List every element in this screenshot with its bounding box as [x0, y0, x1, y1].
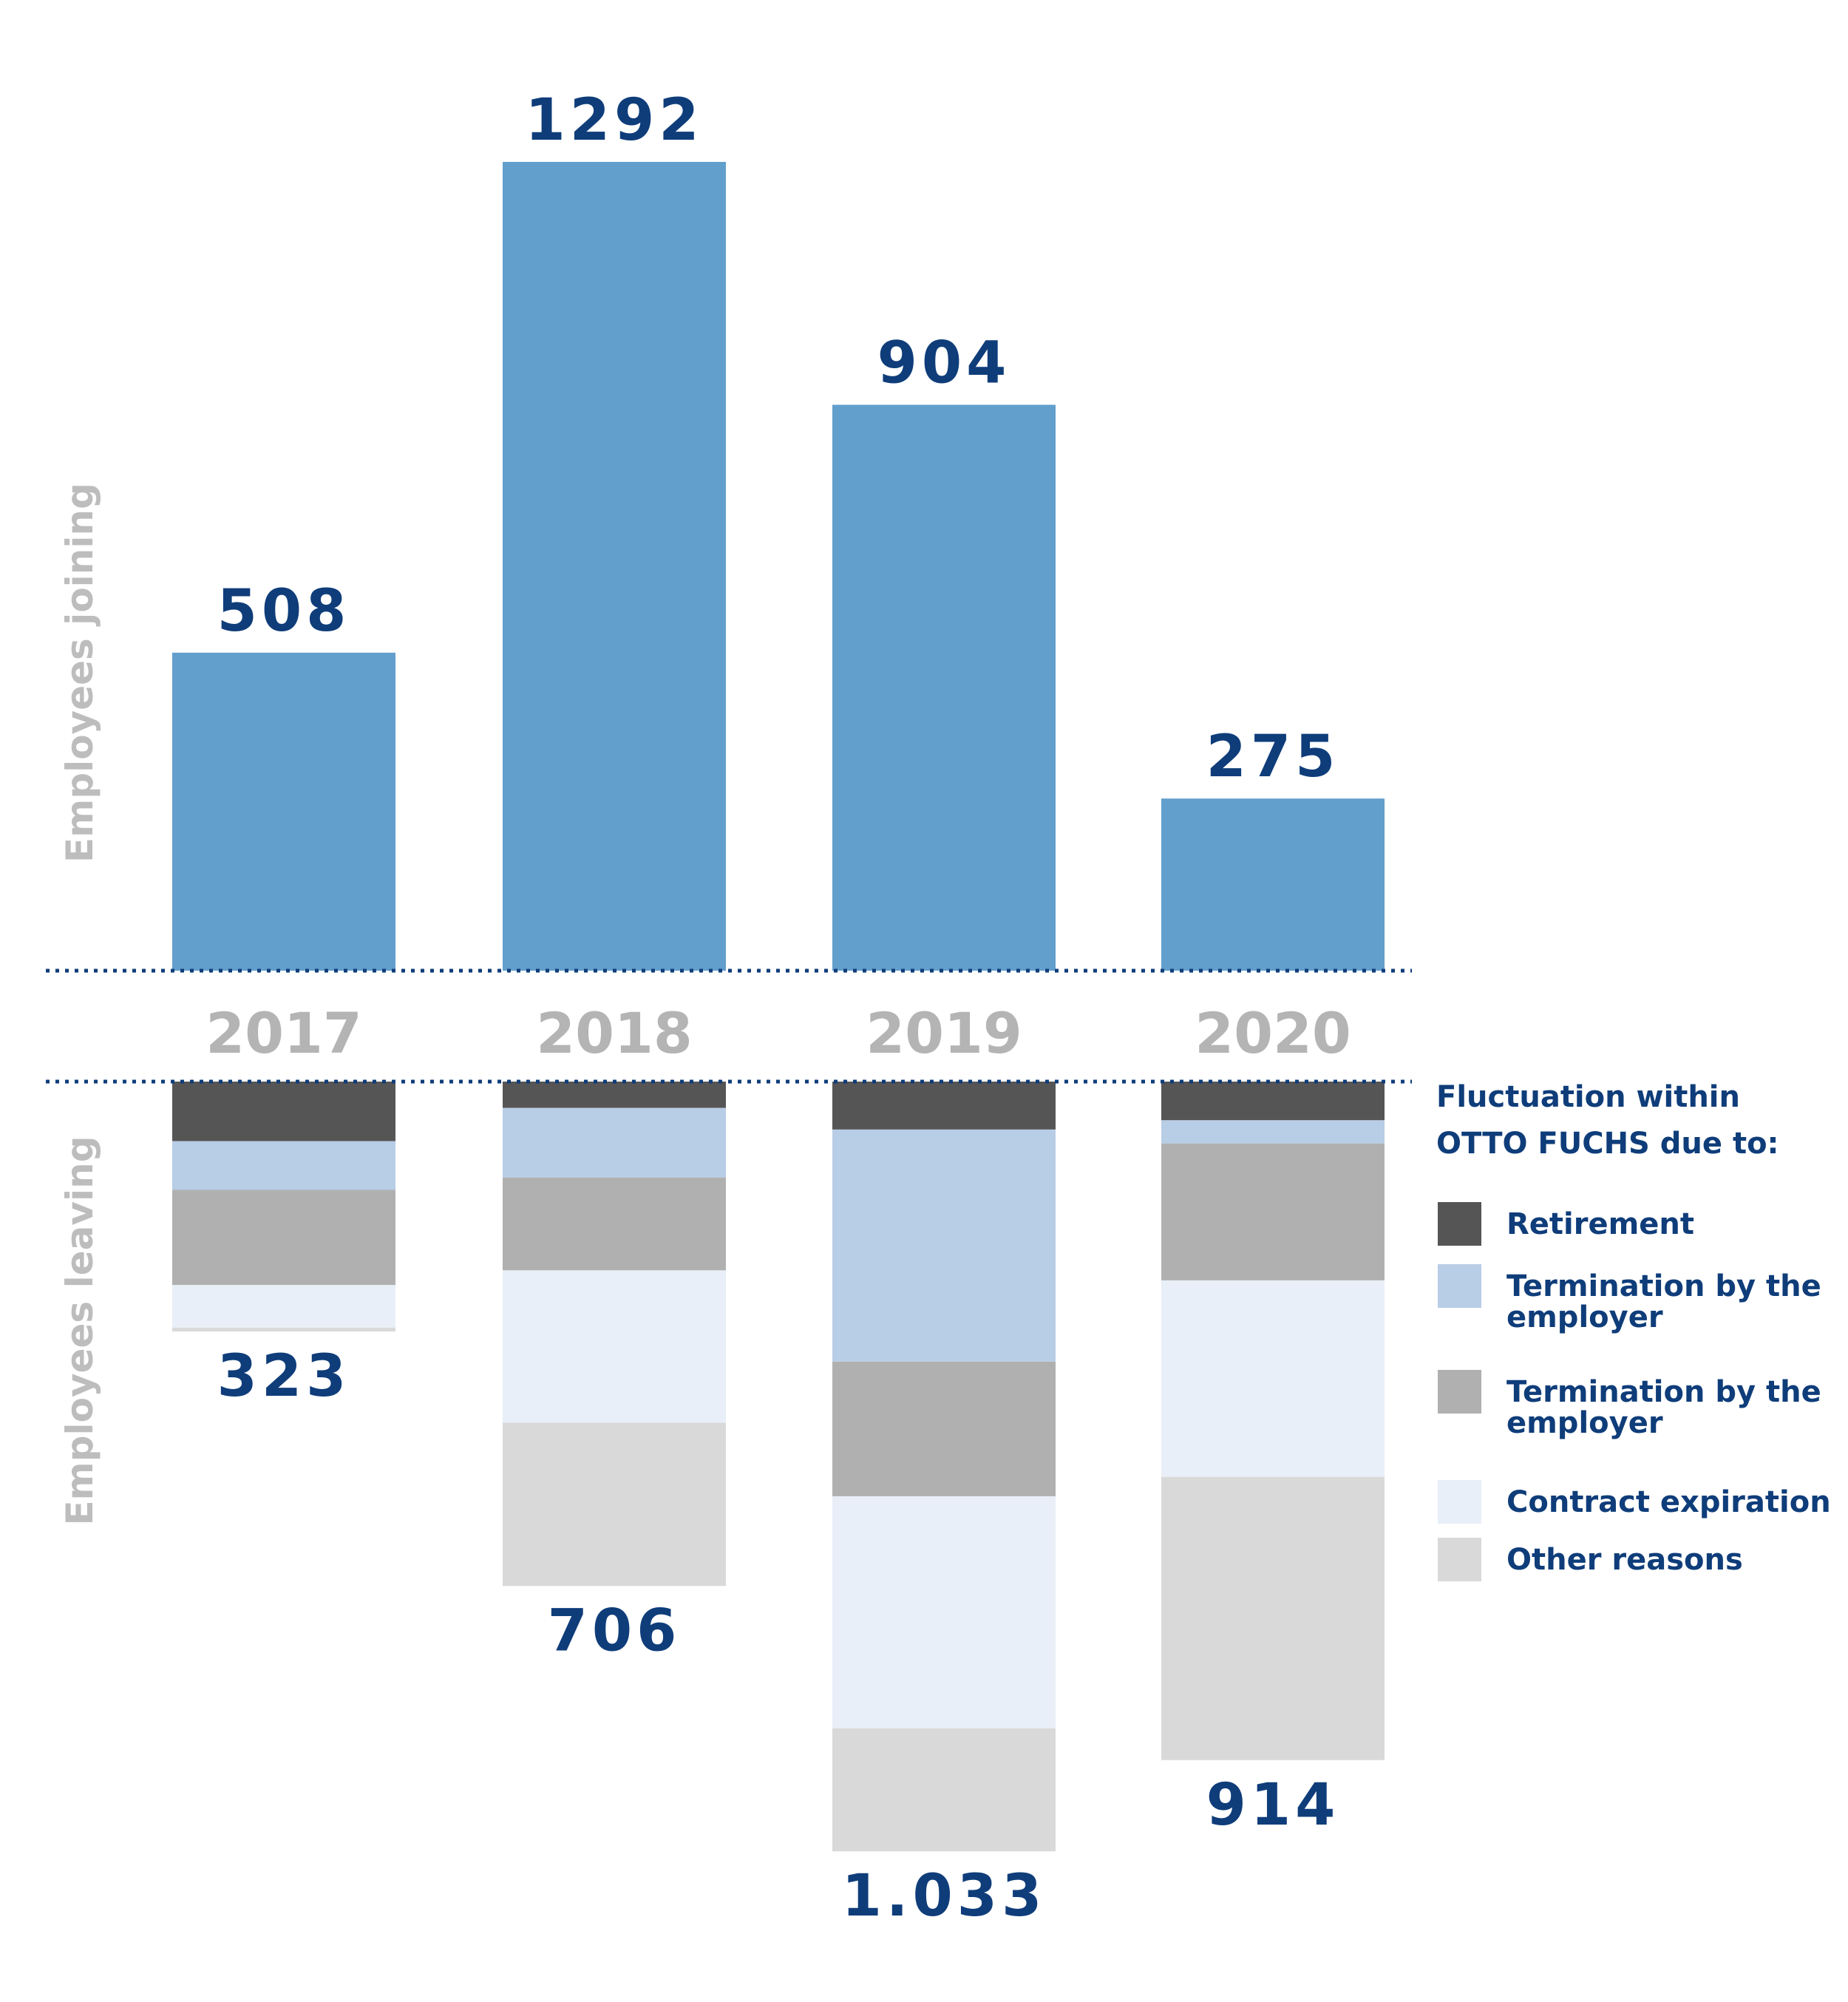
legend: Fluctuation within OTTO FUCHS due to: Re… — [1436, 1080, 1831, 1581]
leaving-total-2018: 706 — [548, 1598, 682, 1664]
leaving-segment-2018-3 — [503, 1270, 726, 1423]
joining-bar-2018 — [503, 162, 726, 971]
joining-value-2019: 904 — [877, 330, 1011, 397]
leaving-segment-2020-2 — [1161, 1143, 1385, 1280]
joining-value-2018: 1292 — [525, 87, 703, 154]
year-label-2019: 2019 — [866, 1000, 1022, 1066]
legend-swatch-0 — [1438, 1202, 1481, 1246]
legend-label-retirement-0: Retirement — [1506, 1207, 1694, 1241]
joining-axis-label: Employees joining — [58, 483, 101, 863]
leaving-segment-2017-4 — [172, 1327, 395, 1332]
leaving-total-2020: 914 — [1206, 1772, 1340, 1839]
legend-label-termination-by-the-employer-1: Termination by the employer — [1506, 1269, 1821, 1334]
leaving-segment-2017-1 — [172, 1141, 395, 1190]
legend-swatch-4 — [1438, 1538, 1481, 1581]
leaving-segment-2019-3 — [832, 1496, 1056, 1728]
leaving-total-2017: 323 — [217, 1343, 351, 1410]
legend-label-other-reasons-4: Other reasons — [1506, 1543, 1743, 1577]
leaving-segment-2020-0 — [1161, 1082, 1385, 1121]
year-label-2020: 2020 — [1195, 1000, 1351, 1066]
legend-label-contract-expiration-3: Contract expiration — [1506, 1485, 1831, 1519]
joining-value-2017: 508 — [217, 578, 351, 645]
year-label-2017: 2017 — [205, 1000, 362, 1066]
leaving-segment-2017-3 — [172, 1285, 395, 1328]
leaving-segment-2019-1 — [832, 1129, 1056, 1362]
leaving-segment-2019-4 — [832, 1728, 1056, 1852]
joining-bar-2019 — [832, 404, 1056, 971]
legend-swatch-1 — [1438, 1264, 1481, 1308]
legend-swatch-2 — [1438, 1370, 1481, 1414]
leaving-bars: 323 706 1.033 914 — [172, 1082, 1385, 1930]
leaving-segment-2018-2 — [503, 1177, 726, 1271]
legend-swatch-3 — [1438, 1480, 1481, 1524]
leaving-segment-2019-2 — [832, 1361, 1056, 1496]
year-label-2018: 2018 — [536, 1000, 693, 1066]
joining-bars: 508 1292 904 275 — [172, 87, 1385, 971]
leaving-axis-label: Employees leaving — [58, 1136, 101, 1525]
leaving-total-2019: 1.033 — [842, 1863, 1047, 1930]
joining-bar-2017 — [172, 652, 395, 971]
leaving-segment-2019-0 — [832, 1082, 1056, 1130]
legend-title-line-1: Fluctuation within — [1436, 1080, 1740, 1114]
legend-label-termination-by-the-employer-2: Termination by the employer — [1506, 1375, 1821, 1440]
leaving-segment-2017-0 — [172, 1082, 395, 1141]
leaving-segment-2018-4 — [503, 1422, 726, 1587]
leaving-segment-2020-1 — [1161, 1120, 1385, 1144]
joining-bar-2020 — [1161, 798, 1385, 971]
year-labels: 2017 2018 2019 2020 — [205, 1000, 1351, 1066]
leaving-segment-2018-1 — [503, 1107, 726, 1178]
legend-title-line-2: OTTO FUCHS due to: — [1436, 1127, 1779, 1161]
joining-value-2020: 275 — [1206, 724, 1340, 790]
leaving-segment-2020-3 — [1161, 1280, 1385, 1477]
leaving-segment-2020-4 — [1161, 1476, 1385, 1760]
leaving-segment-2017-2 — [172, 1190, 395, 1286]
leaving-segment-2018-0 — [503, 1082, 726, 1108]
